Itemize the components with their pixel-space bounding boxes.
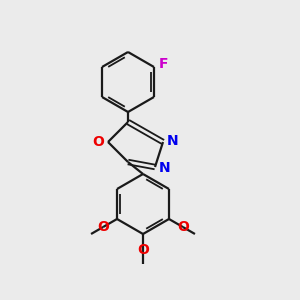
Text: N: N <box>167 134 178 148</box>
Text: O: O <box>92 135 104 149</box>
Text: O: O <box>177 220 189 234</box>
Text: O: O <box>97 220 109 234</box>
Text: F: F <box>159 57 169 71</box>
Text: O: O <box>137 243 149 257</box>
Text: N: N <box>159 161 171 175</box>
